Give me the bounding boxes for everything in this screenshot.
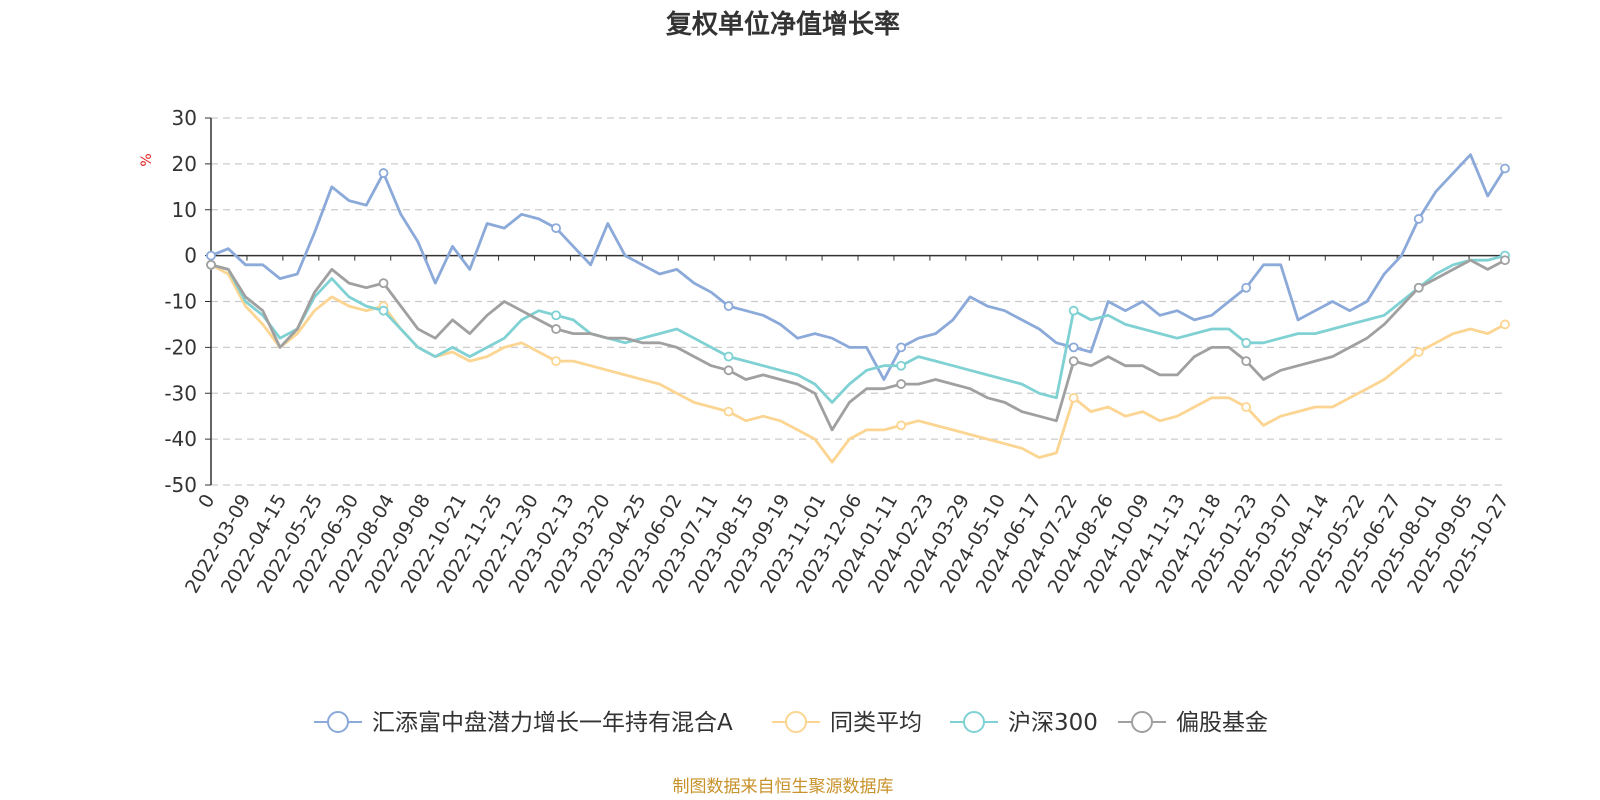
series-lines — [206, 153, 1510, 464]
data-point — [551, 223, 561, 234]
series-2 — [206, 250, 1510, 404]
data-point — [1241, 402, 1252, 412]
chart-title: 复权单位净值增长率 — [666, 9, 900, 40]
data-point — [551, 356, 561, 367]
data-point — [1500, 163, 1510, 174]
data-point — [378, 305, 389, 316]
legend-marker-icon — [963, 711, 985, 733]
series-line — [209, 258, 1507, 432]
data-point — [723, 351, 734, 362]
series-3 — [206, 255, 1510, 432]
data-point — [723, 406, 734, 417]
legend-label: 偏股基金 — [1176, 710, 1268, 736]
legend-label: 沪深300 — [1008, 710, 1098, 736]
y-tick-label: 10 — [172, 198, 197, 222]
y-tick-label: -20 — [164, 335, 197, 359]
data-point — [1413, 347, 1424, 357]
y-tick-label: -40 — [164, 427, 197, 451]
grid-lines — [211, 117, 1505, 486]
legend-marker-icon — [785, 711, 807, 733]
y-tick-label: 20 — [172, 152, 197, 176]
legend-item-0[interactable]: 汇添富中盘潜力增长一年持有混合A — [314, 710, 733, 736]
y-axis-unit: % — [139, 153, 155, 166]
axes: 3020100-10-20-30-40-5002022-03-092022-04… — [164, 106, 1513, 597]
y-tick-label: -30 — [164, 381, 197, 405]
legend-marker-icon — [1131, 711, 1153, 733]
data-point — [896, 379, 907, 389]
data-point — [1241, 337, 1252, 348]
data-point — [1413, 214, 1424, 224]
data-point — [896, 342, 907, 353]
data-point — [551, 310, 561, 321]
data-point — [206, 250, 216, 261]
data-point — [723, 301, 734, 311]
series-0 — [206, 153, 1510, 381]
data-point — [1413, 282, 1424, 293]
data-point — [896, 360, 907, 371]
source-note: 制图数据来自恒生聚源数据库 — [673, 777, 894, 797]
data-point — [206, 259, 216, 270]
legend-item-1[interactable]: 同类平均 — [772, 710, 922, 736]
y-tick-label: 30 — [172, 106, 197, 130]
x-tick-label: 0 — [194, 491, 219, 512]
legend-item-2[interactable]: 沪深300 — [950, 710, 1098, 736]
legend-label: 汇添富中盘潜力增长一年持有混合A — [372, 710, 733, 736]
data-point — [1068, 305, 1079, 316]
y-tick-label: -10 — [164, 290, 197, 314]
data-point — [1500, 319, 1510, 330]
data-point — [1068, 392, 1079, 403]
legend-item-3[interactable]: 偏股基金 — [1118, 710, 1268, 736]
data-point — [1241, 282, 1252, 293]
data-point — [723, 365, 734, 376]
legend[interactable]: 汇添富中盘潜力增长一年持有混合A 同类平均 沪深300 偏股基金 — [314, 710, 1268, 736]
y-tick-label: 0 — [184, 244, 197, 268]
data-point — [896, 420, 907, 431]
legend-label: 同类平均 — [830, 710, 922, 736]
y-tick-label: -50 — [164, 473, 197, 497]
data-point — [1241, 356, 1252, 367]
series-line — [209, 254, 1507, 404]
data-point — [378, 168, 389, 178]
legend-marker-icon — [327, 711, 349, 733]
data-point — [551, 324, 561, 334]
series-line — [209, 153, 1507, 381]
data-point — [1500, 255, 1510, 266]
data-point — [1068, 342, 1079, 353]
data-point — [378, 278, 389, 289]
data-point — [1068, 356, 1079, 367]
